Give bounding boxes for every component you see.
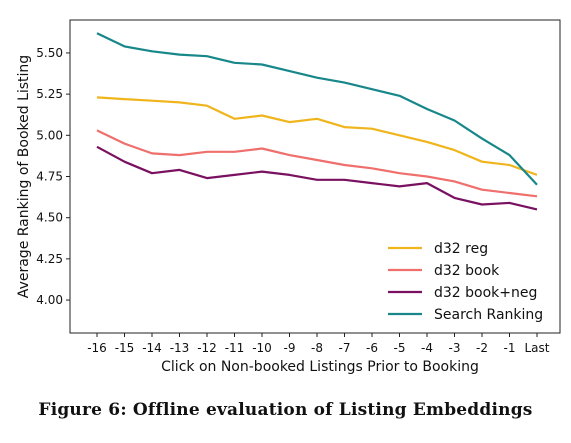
series-line-d32-book-neg (96, 145, 538, 211)
x-tick-label: -11 (225, 341, 245, 355)
x-tick-label: -13 (170, 341, 190, 355)
x-tick-label: -15 (115, 341, 135, 355)
series-line-search-ranking (96, 32, 538, 186)
x-tick-label: -5 (394, 341, 406, 355)
y-tick-label: 4.50 (36, 211, 63, 225)
line-chart: 4.00 4.25 4.50 4.75 5.00 5.25 5.50 -16 -15 -14 -13… (16, 19, 561, 375)
x-tick-label: -16 (87, 341, 107, 355)
x-tick-label: -3 (449, 341, 461, 355)
x-tick-label: -4 (421, 341, 433, 355)
legend-label-d32-book-neg: d32 book+neg (434, 285, 537, 301)
x-tick-label: -6 (366, 341, 378, 355)
x-tick-label: -1 (504, 341, 516, 355)
x-tick-label: -7 (339, 341, 351, 355)
legend-label-d32-book: d32 book (434, 263, 500, 279)
x-tick-label: -9 (284, 341, 296, 355)
legend-label-d32-reg: d32 reg (434, 241, 488, 257)
x-tick-label: -8 (311, 341, 323, 355)
y-tick-label: 5.25 (36, 87, 63, 101)
series-line-d32-reg (96, 96, 538, 176)
y-tick-label: 4.25 (36, 252, 63, 266)
x-tick-label: -2 (476, 341, 488, 355)
x-axis-label: Click on Non-booked Listings Prior to Bo… (161, 359, 479, 375)
x-tick-label: -14 (142, 341, 162, 355)
x-tick-label: -10 (252, 341, 272, 355)
y-axis-label: Average Ranking of Booked Listing (16, 55, 32, 298)
y-tick-label: 5.00 (36, 128, 63, 142)
y-tick-label: 5.50 (36, 46, 63, 60)
legend-label-search-ranking: Search Ranking (434, 307, 543, 323)
y-tick-label: 4.00 (36, 293, 63, 307)
y-tick-label: 4.75 (36, 170, 63, 184)
x-tick-label: -12 (197, 341, 217, 355)
series-line-d32-book (96, 129, 538, 198)
x-tick-label: Last (525, 341, 550, 355)
figure-caption: Figure 6: Offline evaluation of Listing … (38, 400, 533, 420)
